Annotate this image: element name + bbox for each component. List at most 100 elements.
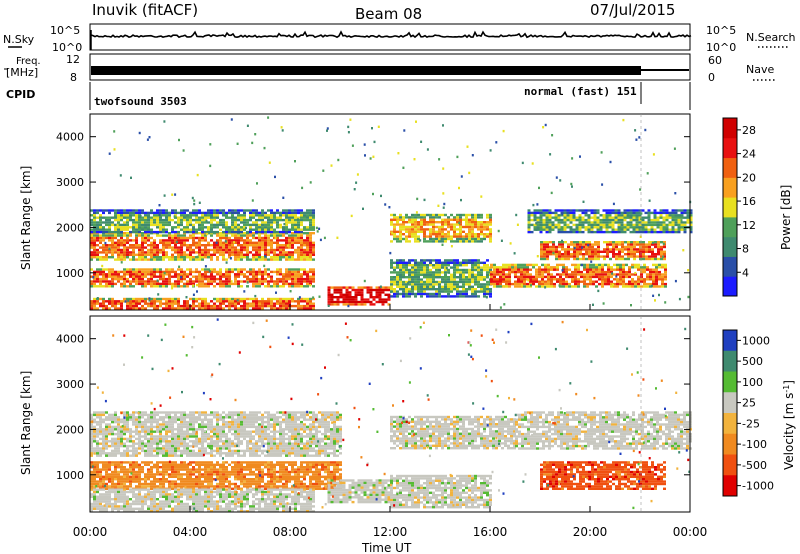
velocity-ytick-label-2: 3000 (56, 378, 84, 391)
nsky-tick-top: 10^5 (50, 24, 80, 37)
cpid-normal: normal (fast) 151 (524, 85, 637, 98)
velocity-region-0 (90, 411, 342, 457)
power-ytick-label-2: 3000 (56, 176, 84, 189)
date-title: 07/Jul/2015 (590, 1, 675, 19)
velocity-colorbar-seg-7 (723, 475, 737, 497)
power-colorbar-seg-8 (723, 118, 737, 139)
power-region-6 (390, 213, 492, 243)
freq-band-twofsound (91, 66, 641, 75)
power-ylabel: Slant Range [km] (19, 166, 33, 270)
freq-tick-top: 12 (66, 53, 80, 66)
velocity-region-3 (327, 479, 391, 504)
freq-label: Freq. (16, 56, 41, 67)
velocity-region-6 (540, 461, 666, 490)
x-tick-label-5: 20:00 (573, 525, 608, 539)
power-region-3 (90, 209, 315, 234)
power-colorbar-seg-6 (723, 157, 737, 178)
velocity-scatter (91, 318, 691, 510)
nave-label: Nave (746, 63, 774, 76)
power-region-8 (540, 241, 666, 261)
x-axis-title: Time UT (361, 541, 412, 554)
power-colorbar-tick-2: 12 (742, 219, 756, 232)
x-axis: 00:00 04:00 08:00 12:00 16:00 20:00 00:00 (73, 304, 708, 539)
nsearch-tick-top: 10^5 (706, 24, 736, 37)
velocity-colorbar-tick-2: 100 (742, 376, 763, 389)
power-colorbar-tick-3: 16 (742, 195, 756, 208)
power-colorbar-seg-0 (723, 276, 737, 297)
power-region-2 (90, 232, 315, 261)
nave-tick-bottom: 0 (708, 71, 715, 84)
velocity-colorbar-tick-1: 500 (742, 355, 763, 368)
power-colorbar-seg-7 (723, 137, 737, 159)
velocity-region-4 (390, 415, 516, 450)
power-region-1 (90, 268, 315, 288)
power-colorbar-tick-4: 20 (742, 171, 756, 184)
x-tick-label-2: 08:00 (273, 525, 308, 539)
power-ytick-label-0: 1000 (56, 267, 84, 280)
power-region-9 (527, 209, 693, 234)
x-tick-label-1: 04:00 (173, 525, 208, 539)
velocity-colorbar-tick-6: -500 (742, 459, 767, 472)
cpid-twofsound: twofsound 3503 (94, 95, 187, 108)
velocity-region-5 (390, 474, 492, 509)
velocity-region-7 (515, 411, 692, 450)
nsearch-tick-bottom: 10^0 (706, 41, 736, 54)
velocity-colorbar-tick-4: -25 (742, 417, 760, 430)
beam-title: Beam 08 (355, 5, 422, 23)
velocity-colorbar-seg-2 (723, 371, 737, 393)
velocity-ytick-label-3: 4000 (56, 333, 84, 346)
velocity-colorbar-seg-4 (723, 413, 737, 435)
power-colorbar-tick-6: 28 (742, 124, 756, 137)
power-region-5 (390, 259, 492, 298)
power-colorbar-seg-3 (723, 216, 737, 238)
velocity-colorbar-tick-7: -1000 (742, 480, 774, 493)
velocity-colorbar-seg-1 (723, 350, 737, 372)
nsearch-label: N.Search (746, 31, 796, 44)
x-tick-label-6: 00:00 (673, 525, 708, 539)
x-tick-label-0: 00:00 (73, 525, 108, 539)
velocity-colorbar-seg-3 (723, 392, 737, 414)
nsky-tick-bottom: 10^0 (52, 41, 82, 54)
freq-unit-label: [MHz] (6, 66, 38, 79)
nsky-trace (90, 30, 692, 39)
velocity-colorbar-tick-0: 1000 (742, 334, 770, 347)
nave-tick-top: 60 (708, 54, 722, 67)
nsky-label: N.Sky (3, 33, 35, 46)
power-scatter (92, 116, 692, 309)
velocity-ytick-label-0: 1000 (56, 469, 84, 482)
power-ytick-label-3: 4000 (56, 131, 84, 144)
power-colorbar-seg-4 (723, 197, 737, 218)
velocity-colorbar-tick-5: -100 (742, 438, 767, 451)
velocity-colorbar-seg-0 (723, 330, 737, 352)
velocity-colorbar: 1000 500 100 25 -25 -100 -500 -1000 (722, 329, 774, 497)
power-colorbar-seg-1 (723, 256, 737, 277)
x-tick-label-3: 12:00 (373, 525, 408, 539)
velocity-heatmap (90, 318, 692, 513)
power-region-4 (327, 286, 391, 306)
velocity-colorbar-seg-6 (723, 454, 737, 476)
power-colorbar-seg-2 (723, 236, 737, 257)
power-colorbar-tick-5: 24 (742, 148, 756, 161)
power-colorbar-tick-0: 4 (742, 266, 749, 279)
power-region-0 (90, 297, 315, 310)
power-colorbar-label: Power [dB] (779, 185, 793, 250)
x-tick-label-4: 16:00 (473, 525, 508, 539)
power-heatmap (90, 116, 693, 310)
velocity-ylabel: Slant Range [km] (19, 371, 33, 475)
velocity-region-2 (90, 488, 315, 513)
velocity-colorbar-tick-3: 25 (742, 397, 756, 410)
velocity-colorbar-seg-5 (723, 433, 737, 455)
power-ytick-label-1: 2000 (56, 221, 84, 234)
power-region-7 (490, 263, 667, 288)
velocity-ytick-label-1: 2000 (56, 423, 84, 436)
freq-panel-frame (89, 53, 691, 81)
power-colorbar-tick-1: 8 (742, 243, 749, 256)
cpid-label: CPID (6, 88, 35, 101)
power-colorbar: 4 8 12 16 20 24 28 (722, 117, 756, 297)
velocity-region-1 (90, 461, 342, 490)
station-title: Inuvik (fitACF) (92, 1, 198, 19)
freq-tick-bottom: 8 (70, 71, 77, 84)
velocity-colorbar-label: Velocity [m s-1] (782, 380, 797, 470)
nsky-panel-frame (89, 23, 691, 51)
